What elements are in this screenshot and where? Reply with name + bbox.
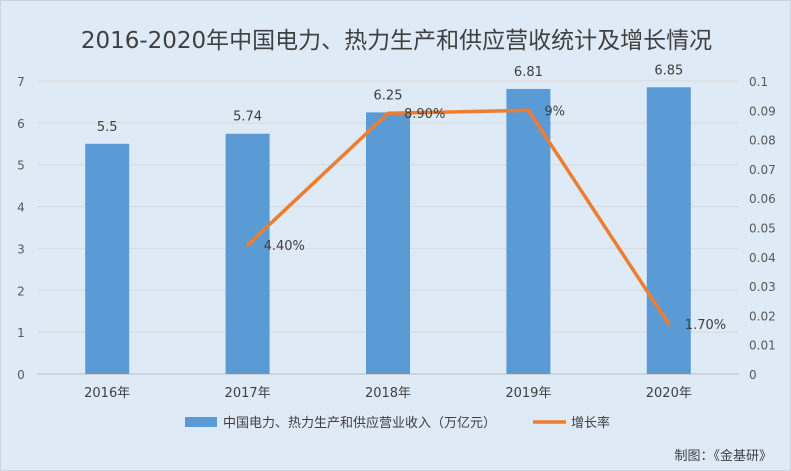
growth-data-label: 9% bbox=[544, 104, 565, 119]
legend-label-growth: 增长率 bbox=[571, 415, 610, 431]
left-tick-label: 1 bbox=[17, 326, 25, 340]
growth-data-label: 8.90% bbox=[404, 107, 445, 122]
bar-data-label: 5.74 bbox=[233, 110, 262, 125]
x-tick-label: 2016年 bbox=[84, 386, 130, 401]
left-tick-label: 6 bbox=[17, 117, 25, 131]
credit-text: 制图：《金基研》 bbox=[674, 449, 772, 464]
right-tick-label: 0.06 bbox=[749, 192, 776, 206]
x-tick-label: 2020年 bbox=[646, 386, 692, 401]
right-tick-label: 0.05 bbox=[749, 222, 776, 236]
right-tick-label: 0.04 bbox=[749, 251, 776, 265]
growth-point bbox=[386, 111, 390, 115]
legend-label-revenue: 中国电力、热力生产和供应营业收入（万亿元） bbox=[223, 415, 496, 431]
left-tick-label: 2 bbox=[17, 284, 25, 298]
growth-line bbox=[246, 108, 671, 326]
left-tick-label: 0 bbox=[17, 368, 25, 382]
bar-data-label: 5.5 bbox=[97, 120, 118, 135]
x-tick-label: 2019年 bbox=[505, 386, 551, 401]
growth-point bbox=[526, 108, 530, 112]
bar bbox=[225, 133, 270, 374]
bar bbox=[506, 88, 551, 375]
right-tick-label: 0.08 bbox=[749, 134, 776, 148]
right-tick-label: 0.01 bbox=[749, 339, 776, 353]
right-tick-label: 0.1 bbox=[749, 75, 768, 89]
growth-data-label: 4.40% bbox=[264, 239, 305, 254]
x-tick-label: 2017年 bbox=[225, 386, 271, 401]
bar-data-label: 6.25 bbox=[374, 88, 403, 103]
bar bbox=[646, 87, 691, 375]
bar bbox=[366, 112, 410, 375]
right-tick-label: 0.02 bbox=[749, 309, 776, 323]
right-tick-label: 0.09 bbox=[749, 104, 776, 118]
right-tick-label: 0.03 bbox=[749, 280, 776, 294]
left-tick-label: 5 bbox=[17, 159, 25, 173]
left-tick-label: 3 bbox=[17, 242, 25, 256]
chart-title: 2016-2020年中国电力、热力生产和供应营收统计及增长情况 bbox=[80, 28, 713, 54]
growth-data-label: 1.70% bbox=[685, 318, 726, 333]
x-tick-label: 2018年 bbox=[365, 386, 411, 401]
bar-data-label: 6.81 bbox=[514, 65, 543, 80]
legend-swatch-revenue bbox=[185, 417, 217, 427]
right-tick-label: 0.07 bbox=[749, 163, 776, 177]
growth-point bbox=[667, 322, 671, 326]
bar-data-label: 6.85 bbox=[654, 63, 683, 78]
growth-point bbox=[246, 243, 250, 247]
left-tick-label: 7 bbox=[17, 75, 25, 89]
bar bbox=[85, 143, 130, 374]
right-tick-label: 0 bbox=[749, 368, 757, 382]
left-tick-label: 4 bbox=[17, 201, 25, 215]
